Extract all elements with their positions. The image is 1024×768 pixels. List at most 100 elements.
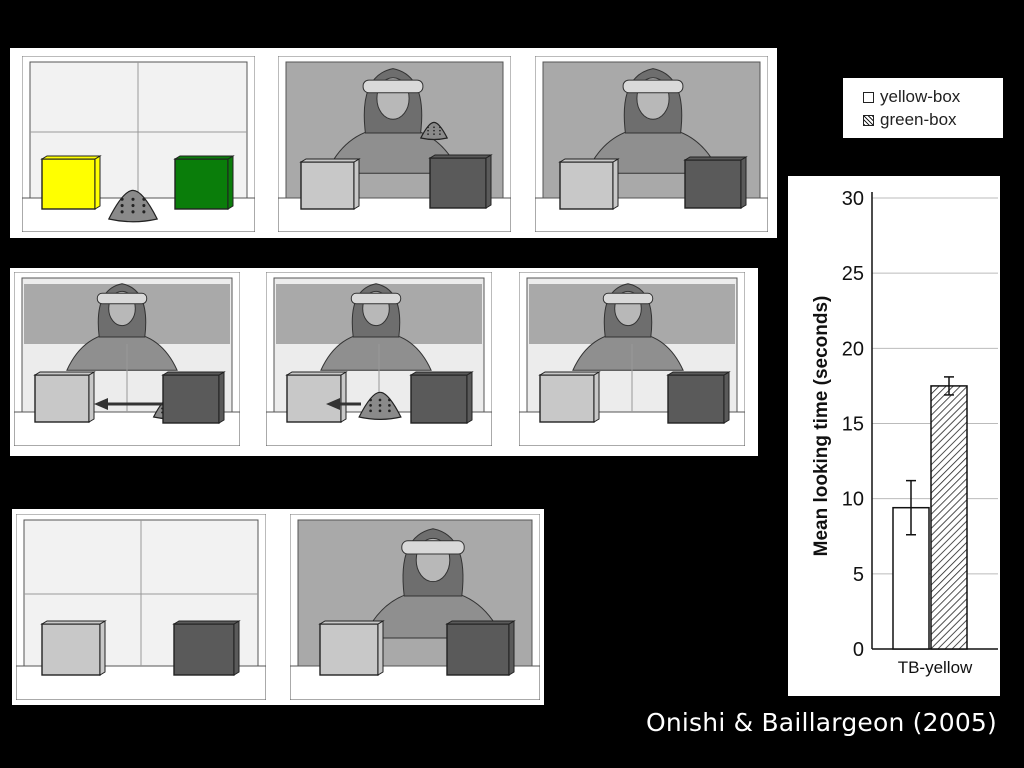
box-front <box>667 374 725 424</box>
box-icon <box>285 371 348 423</box>
looking-time-chart: 0 5 10 15 20 25 30 TB-yellow Mean looking time … <box>788 176 1000 696</box>
slice-seed <box>388 409 391 413</box>
scene-panel-8 <box>290 514 540 700</box>
box-front <box>41 158 96 210</box>
slice-seed <box>142 210 146 214</box>
slice-seed <box>120 210 124 214</box>
box-top <box>683 156 748 161</box>
slice-seed <box>369 398 372 402</box>
box-side <box>723 371 730 424</box>
chart-legend: yellow-box green-box <box>843 78 1003 138</box>
box-side <box>218 371 225 424</box>
box-side <box>233 620 240 676</box>
scene-illustration <box>535 56 768 232</box>
y-tick-label: 10 <box>842 489 864 511</box>
box-side <box>466 371 473 424</box>
box-side <box>485 154 492 209</box>
box-top <box>428 154 493 159</box>
scene-illustration <box>22 56 255 232</box>
box-top <box>285 371 348 376</box>
visor <box>350 292 402 305</box>
slice-seed <box>120 204 124 208</box>
slice-seed <box>433 133 435 135</box>
box-front <box>300 161 355 210</box>
scene-panel-7 <box>16 514 266 700</box>
box-icon <box>173 155 235 210</box>
box-icon <box>33 371 96 423</box>
box-side <box>508 620 515 676</box>
box-side <box>99 620 106 676</box>
box-icon <box>538 371 601 423</box>
hatched-swatch-icon <box>863 114 874 126</box>
box-icon <box>558 158 620 210</box>
slice-seed <box>120 197 124 201</box>
visor <box>362 79 424 94</box>
box-top <box>173 155 235 160</box>
box-side <box>377 620 384 676</box>
box-side <box>340 371 347 423</box>
box-top <box>666 371 731 376</box>
visor <box>96 292 148 305</box>
slice-seed <box>369 409 372 413</box>
scene-illustration <box>519 272 745 446</box>
slice-seed <box>433 129 435 132</box>
box-top <box>40 155 102 160</box>
slice-seed <box>378 398 382 402</box>
slice-seed <box>142 204 146 208</box>
box-front <box>174 158 229 210</box>
y-tick-label: 20 <box>842 338 864 360</box>
y-tick-label: 15 <box>842 414 864 436</box>
slice-seed <box>427 133 429 135</box>
box-top <box>538 371 601 376</box>
box-front <box>410 374 468 424</box>
slice-seed <box>439 133 441 135</box>
scene-panel-4 <box>14 272 240 446</box>
box-top <box>318 620 385 625</box>
slice-seed <box>378 409 382 413</box>
experimenter-icon <box>572 283 684 371</box>
experimenter-icon <box>66 283 178 371</box>
experimenter-icon <box>325 68 461 174</box>
arrow-head <box>94 398 108 410</box>
box-front <box>684 159 742 209</box>
box-front <box>34 374 90 423</box>
box-top <box>409 371 474 376</box>
box-front <box>286 374 342 423</box>
legend-item-yellow-box: yellow-box <box>863 87 960 107</box>
box-icon <box>428 154 493 209</box>
slice-seed <box>427 129 429 132</box>
bar-green-box <box>930 385 968 650</box>
box-icon <box>683 156 748 209</box>
box-side <box>94 155 101 210</box>
box-front <box>446 623 510 676</box>
slice-seed <box>427 126 429 129</box>
watermelon-slice-icon <box>358 391 402 420</box>
box-icon <box>299 158 361 210</box>
slice-seed <box>388 398 391 402</box>
scene-panel-6 <box>519 272 745 446</box>
box-front <box>162 374 220 424</box>
citation-credit: Onishi & Baillargeon (2005) <box>645 708 997 737</box>
scene-illustration <box>266 272 492 446</box>
watermelon-slice-icon <box>419 121 449 141</box>
box-icon <box>318 620 385 676</box>
y-tick-label: 0 <box>853 639 864 661</box>
experimenter-icon <box>320 283 432 371</box>
box-top <box>40 620 107 625</box>
y-tick-label: 5 <box>853 564 864 586</box>
scene-panel-1 <box>22 56 255 232</box>
box-top <box>161 371 226 376</box>
box-top <box>172 620 241 625</box>
box-front <box>319 623 379 676</box>
open-swatch-icon <box>863 91 874 103</box>
visor <box>622 79 684 94</box>
box-front <box>173 623 235 676</box>
box-icon <box>445 620 516 676</box>
arrow-icon <box>94 398 162 410</box>
y-axis-label: Mean looking time (seconds) <box>811 296 832 557</box>
scene-illustration <box>278 56 511 232</box>
y-tick-label: 25 <box>842 263 864 285</box>
box-front <box>41 623 101 676</box>
box-icon <box>40 620 107 676</box>
box-icon <box>409 371 474 424</box>
